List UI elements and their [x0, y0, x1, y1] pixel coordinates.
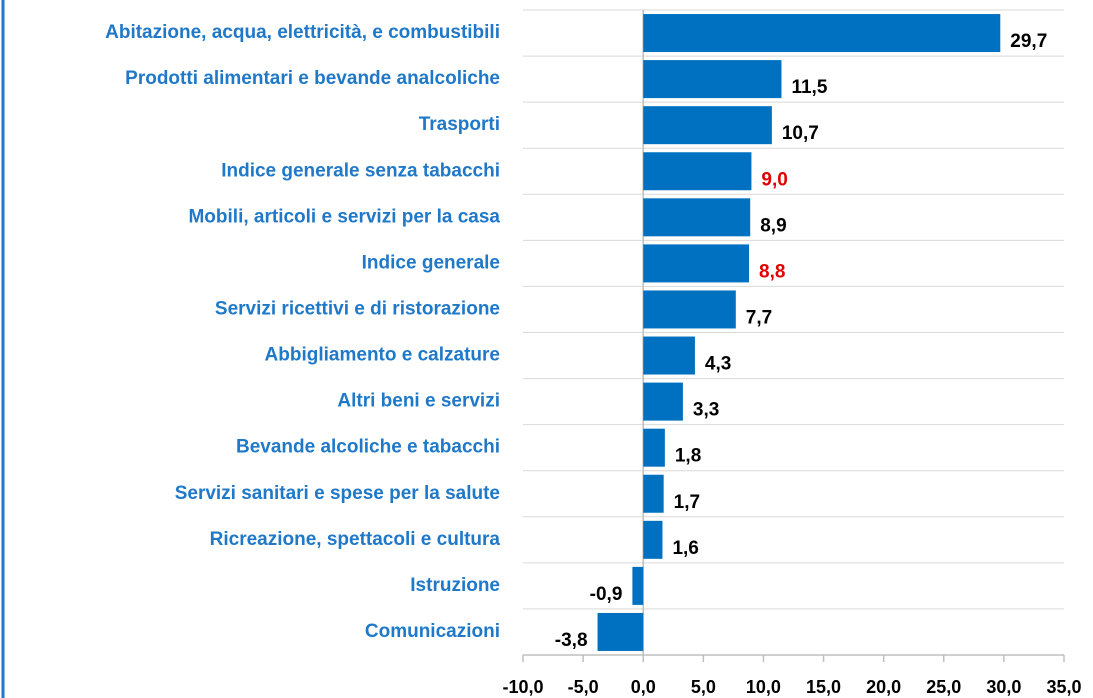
value-label: 3,3 — [693, 400, 719, 421]
value-label: 7,7 — [746, 307, 772, 328]
x-tick-label: 30,0 — [986, 677, 1021, 697]
x-tick-label: 15,0 — [806, 677, 841, 697]
value-label: -0,9 — [590, 584, 623, 605]
bar — [643, 520, 663, 559]
category-label: Trasporti — [419, 114, 500, 135]
bar — [643, 382, 683, 421]
x-tick-label: 25,0 — [926, 677, 961, 697]
x-tick-label: -5,0 — [568, 677, 599, 697]
bar — [643, 428, 665, 467]
bar — [643, 152, 752, 191]
category-label: Abbigliamento e calzature — [265, 345, 500, 366]
bar — [643, 244, 750, 283]
category-label: Indice generale senza tabacchi — [221, 160, 500, 181]
category-label: Servizi ricettivi e di ristorazione — [215, 298, 500, 319]
value-label: 1,7 — [674, 492, 700, 513]
value-label: 8,8 — [759, 261, 785, 282]
bar — [643, 14, 1001, 53]
bar — [643, 106, 772, 145]
category-label: Istruzione — [410, 575, 500, 596]
x-tick-label: -10,0 — [502, 677, 543, 697]
category-label: Ricreazione, spettacoli e cultura — [210, 529, 501, 550]
value-label: -3,8 — [555, 630, 588, 651]
value-label: 1,8 — [675, 446, 701, 467]
x-tick-label: 35,0 — [1046, 677, 1081, 697]
x-tick-label: 0,0 — [631, 677, 656, 697]
category-label: Altri beni e servizi — [337, 391, 500, 412]
bar — [643, 336, 695, 375]
value-label: 10,7 — [782, 123, 819, 144]
bar — [643, 474, 664, 513]
value-label: 11,5 — [791, 77, 827, 98]
category-label: Indice generale — [362, 252, 500, 273]
value-label: 4,3 — [705, 354, 731, 375]
category-label: Abitazione, acqua, elettricità, e combus… — [105, 22, 500, 43]
x-tick-label: 10,0 — [746, 677, 781, 697]
bar — [643, 60, 782, 99]
category-label: Servizi sanitari e spese per la salute — [175, 483, 500, 504]
bar — [632, 566, 644, 605]
bar — [643, 290, 736, 329]
category-label: Comunicazioni — [365, 621, 500, 642]
value-label: 1,6 — [672, 538, 698, 559]
category-label: Prodotti alimentari e bevande analcolich… — [125, 68, 500, 89]
value-label: 9,0 — [761, 169, 787, 190]
category-label: Bevande alcoliche e tabacchi — [236, 437, 500, 458]
x-tick-label: 20,0 — [866, 677, 901, 697]
value-label: 29,7 — [1010, 31, 1047, 52]
x-tick-label: 5,0 — [691, 677, 716, 697]
bar — [643, 198, 751, 237]
category-label: Mobili, articoli e servizi per la casa — [188, 206, 500, 227]
value-label: 8,9 — [760, 215, 786, 236]
bar — [597, 612, 644, 651]
